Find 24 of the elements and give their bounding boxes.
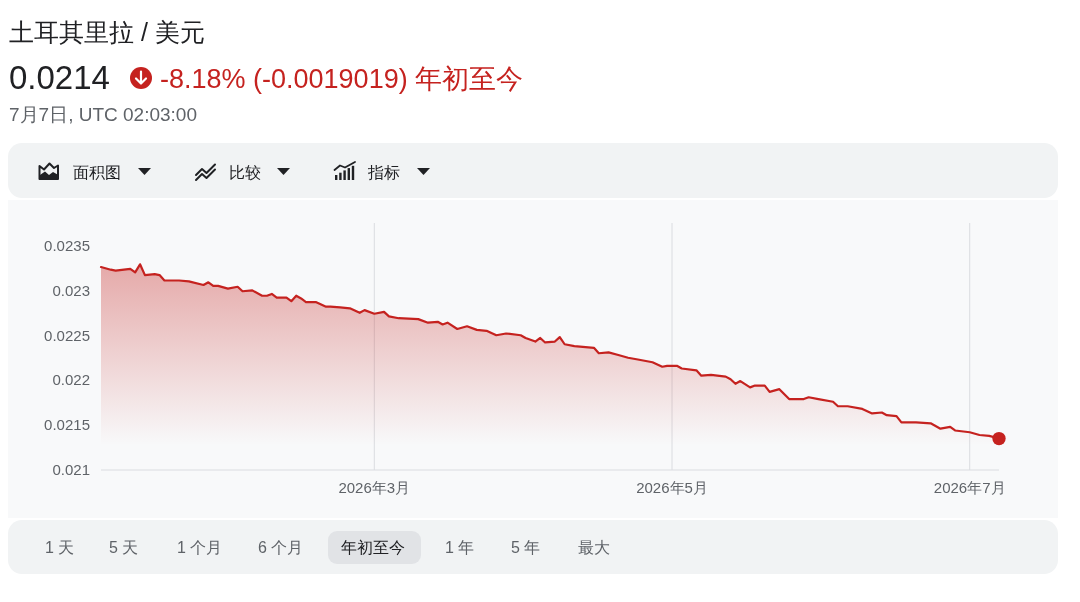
text: 指标: [367, 164, 400, 181]
text: 最大: [578, 539, 610, 556]
y-tick-label: 0.022: [52, 371, 90, 389]
x-tick-label: 2026年5月: [636, 479, 708, 496]
y-tick-label: 0.023: [52, 281, 90, 299]
text: 6 个月: [258, 539, 304, 556]
text: -8.18% (-0.0019019) 年初至今: [160, 64, 524, 94]
text: 5 天: [109, 539, 139, 556]
y-tick-label: 0.0235: [44, 236, 90, 254]
text: 1 个月: [177, 539, 223, 556]
text: 5 年: [511, 539, 541, 556]
text: 年初至今: [341, 539, 405, 556]
chart-title: 土耳其里拉 / 美元: [9, 18, 205, 46]
text: 1 天: [45, 539, 75, 556]
x-tick-label: 2026年3月: [338, 479, 411, 496]
text: 比较: [229, 164, 261, 181]
text: 7月7日, UTC 02:03:00: [9, 104, 197, 125]
chart-subtitle: 0.0214: [9, 59, 110, 96]
text: 面积图: [73, 164, 121, 181]
y-tick-label: 0.021: [52, 461, 90, 479]
y-tick-label: 0.0215: [44, 416, 90, 434]
text: 1 年: [445, 539, 475, 556]
y-tick-label: 0.0225: [44, 326, 90, 344]
x-tick-label: 2026年7月: [933, 479, 1006, 496]
